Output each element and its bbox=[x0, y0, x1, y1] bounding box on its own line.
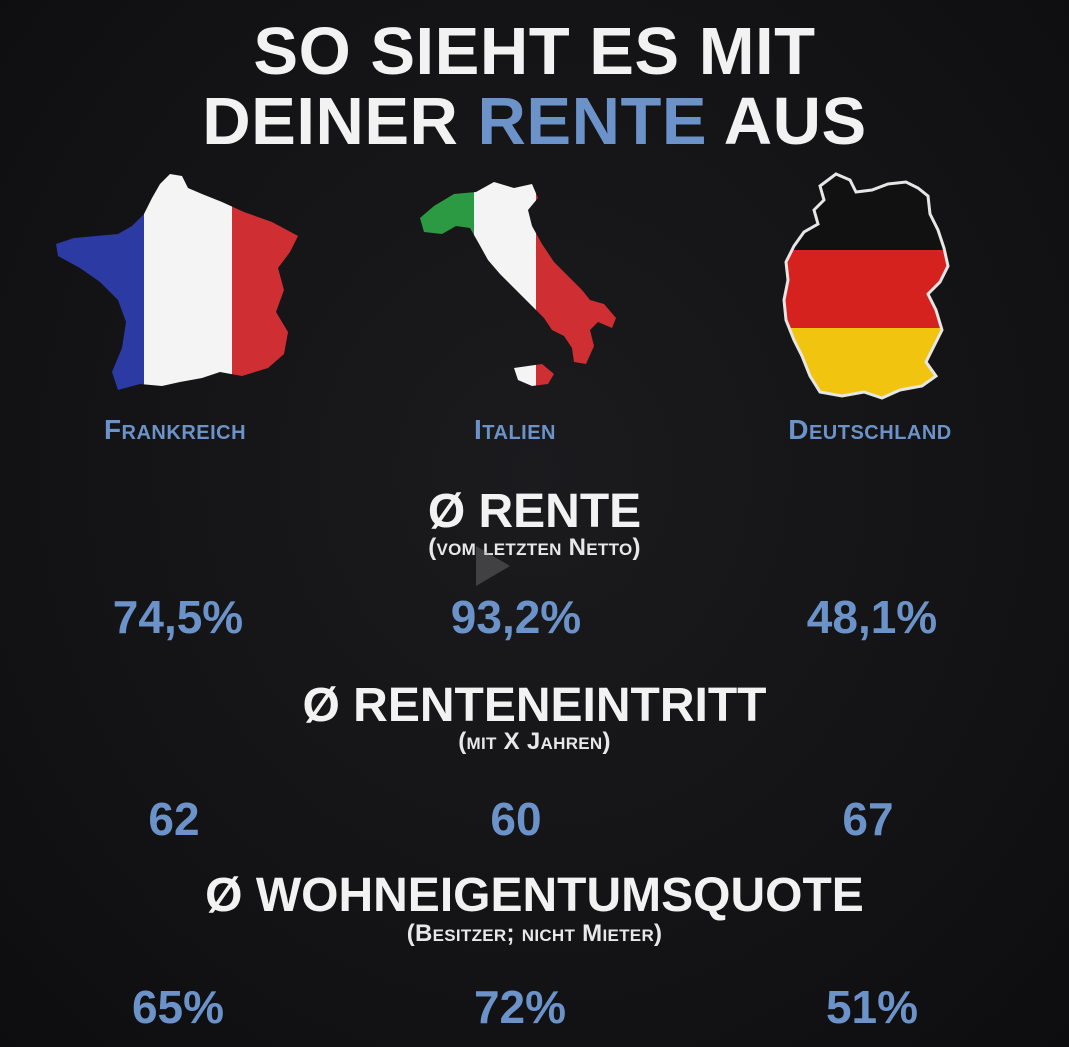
title-line-2: DEINER RENTE AUS bbox=[0, 88, 1069, 155]
section-subtitle-renteneintritt: (mit X Jahren) bbox=[458, 728, 611, 755]
value-wohneigentum-deutschland: 51% bbox=[825, 981, 919, 1033]
title-line-2-suffix: AUS bbox=[707, 84, 867, 159]
value-rente-deutschland: 48,1% bbox=[806, 591, 938, 643]
country-label-frankreich: Frankreich bbox=[103, 414, 247, 445]
country-label-italien: Italien bbox=[473, 414, 556, 445]
value-wohneigentum-frankreich: 65% bbox=[131, 981, 225, 1033]
section-subtitle-wohneigentumsquote: (Besitzer; nicht Mieter) bbox=[406, 920, 663, 947]
title-line-2-prefix: DEINER bbox=[202, 84, 478, 159]
section-title-wohneigentumsquote: Ø WOHNEIGENTUMSQUOTE bbox=[205, 869, 864, 922]
play-icon bbox=[476, 546, 510, 586]
title-line-1: SO SIEHT ES MIT bbox=[253, 14, 816, 89]
section-title-rente: Ø RENTE bbox=[427, 485, 642, 538]
value-rente-frankreich: 74,5% bbox=[112, 591, 244, 643]
section-subtitle-rente: (vom letzten Netto) bbox=[428, 534, 641, 561]
france-map-flag-icon bbox=[56, 174, 298, 390]
value-wohneigentum-italien: 72% bbox=[473, 981, 567, 1033]
country-label-deutschland: Deutschland bbox=[788, 414, 952, 445]
value-rente-italien: 93,2% bbox=[450, 591, 582, 643]
value-renteneintritt-italien: 60 bbox=[490, 793, 542, 845]
section-title-renteneintritt: Ø RENTENEINTRITT bbox=[302, 679, 767, 732]
germany-map-flag-icon bbox=[782, 172, 950, 400]
value-renteneintritt-frankreich: 62 bbox=[148, 793, 200, 845]
value-renteneintritt-deutschland: 67 bbox=[842, 793, 894, 845]
italy-map-flag-icon bbox=[420, 182, 616, 386]
title-highlight: RENTE bbox=[477, 84, 708, 159]
